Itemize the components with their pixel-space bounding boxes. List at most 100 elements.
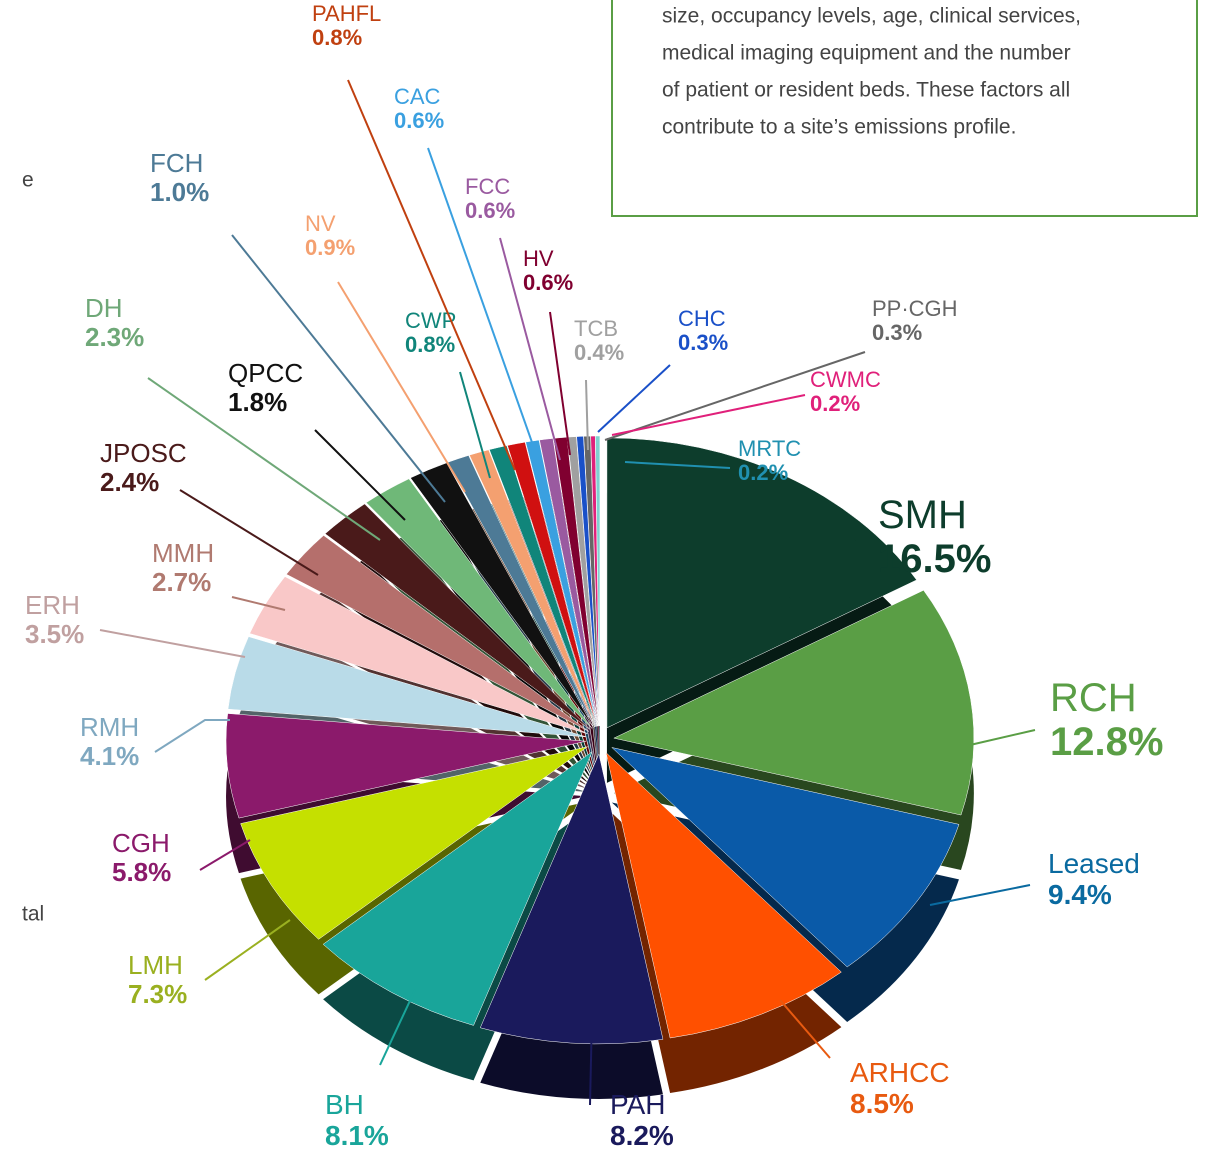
slice <box>610 747 960 968</box>
value-label: 0.2% <box>810 391 860 416</box>
slice-label: CGH <box>112 828 170 858</box>
leader-line <box>99 629 246 658</box>
value-label: 0.3% <box>872 320 922 345</box>
box-line: contribute to a site’s emissions profile… <box>662 115 1016 138</box>
value-label: 12.8% <box>1050 720 1163 764</box>
slice-label: ARHCC <box>850 1057 950 1088</box>
slice <box>606 437 917 729</box>
slice <box>576 436 600 727</box>
leader-line <box>969 729 1036 746</box>
slice <box>469 449 596 727</box>
leader-line <box>789 539 856 599</box>
value-label: 1.0% <box>150 177 209 207</box>
slice-label: CHC <box>678 306 726 331</box>
slice <box>613 589 975 816</box>
value-label: 9.4% <box>1048 879 1112 910</box>
slice-label: Leased <box>1048 848 1140 879</box>
slice-label: ERH <box>25 590 80 620</box>
slice-label: CWP <box>405 308 456 333</box>
leader-line <box>779 999 831 1059</box>
text-box <box>611 0 1198 217</box>
slice-label: RCH <box>1050 676 1137 720</box>
slice-label: LMH <box>128 950 183 980</box>
value-label: 0.6% <box>523 270 573 295</box>
leader-line <box>231 596 286 611</box>
leader-line <box>604 351 866 441</box>
value-label: 0.6% <box>465 198 515 223</box>
slice-label: FCC <box>465 174 510 199</box>
box-line: medical imaging equipment and the number <box>662 41 1071 64</box>
leader-line <box>549 311 571 456</box>
slice-label: RMH <box>80 712 139 742</box>
leader-line <box>314 429 406 521</box>
leader-line <box>499 237 561 461</box>
cropped-text: tal <box>22 902 44 925</box>
slice-tops <box>225 435 975 1045</box>
slice-label: QPCC <box>228 358 303 388</box>
slice-label: HV <box>523 246 554 271</box>
value-label: 0.2% <box>738 460 788 485</box>
slice <box>507 441 598 727</box>
value-label: 7.3% <box>128 979 187 1009</box>
leader-line <box>199 839 251 871</box>
value-label: 8.1% <box>325 1120 389 1151</box>
slice-label: TCB <box>574 316 618 341</box>
leader-line <box>585 379 589 451</box>
box-line: size, occupancy levels, age, clinical se… <box>662 4 1081 27</box>
value-label: 1.8% <box>228 387 287 417</box>
slice-label: JPOSC <box>100 438 187 468</box>
slice <box>240 746 588 940</box>
slice <box>285 535 590 732</box>
slice-label: DH <box>85 293 123 323</box>
leader-line <box>597 364 671 433</box>
slice <box>489 445 597 727</box>
value-label: 2.4% <box>100 467 159 497</box>
leader-line <box>231 234 446 503</box>
slice <box>595 435 601 727</box>
slice-label: PAHFL <box>312 1 381 26</box>
box-line: of patient or resident beds. These facto… <box>662 78 1070 101</box>
slice-label: NV <box>305 211 336 236</box>
slice <box>225 713 587 819</box>
leader-line <box>204 919 291 981</box>
slice <box>365 478 593 729</box>
value-label: 16.5% <box>878 537 991 581</box>
value-label: 0.3% <box>678 330 728 355</box>
leader-line <box>147 377 381 541</box>
slice-label: CWMC <box>810 367 881 392</box>
leader-line <box>154 719 230 753</box>
value-label: 2.7% <box>152 567 211 597</box>
leader-line <box>929 884 1031 906</box>
slice <box>324 503 591 730</box>
leader-line <box>427 147 541 466</box>
value-label: 0.8% <box>405 332 455 357</box>
value-label: 5.8% <box>112 857 171 887</box>
value-label: 8.5% <box>850 1088 914 1119</box>
leader-line <box>459 371 491 479</box>
slice <box>322 750 593 1026</box>
slice-label: FCH <box>150 148 203 178</box>
slice-label: PAH <box>610 1089 666 1120</box>
value-label: 0.8% <box>312 25 362 50</box>
leader-line <box>179 489 319 576</box>
slice <box>539 438 599 727</box>
slice-label: MRTC <box>738 436 801 461</box>
slice-label: MMH <box>152 538 214 568</box>
leader-line <box>347 79 516 471</box>
leader-line <box>624 461 731 469</box>
value-label: 0.9% <box>305 235 355 260</box>
value-label: 0.6% <box>394 108 444 133</box>
cropped-text: e <box>22 168 34 191</box>
value-label: 2.3% <box>85 322 144 352</box>
slice-label: BH <box>325 1089 364 1120</box>
value-label: 0.4% <box>574 340 624 365</box>
leader-line <box>337 281 466 493</box>
slice <box>605 751 842 1039</box>
leader-line <box>379 989 416 1066</box>
slice <box>479 753 664 1045</box>
value-label: 8.2% <box>610 1120 674 1151</box>
leader-line <box>589 1014 593 1106</box>
slice <box>227 636 587 738</box>
value-label: 3.5% <box>25 619 84 649</box>
